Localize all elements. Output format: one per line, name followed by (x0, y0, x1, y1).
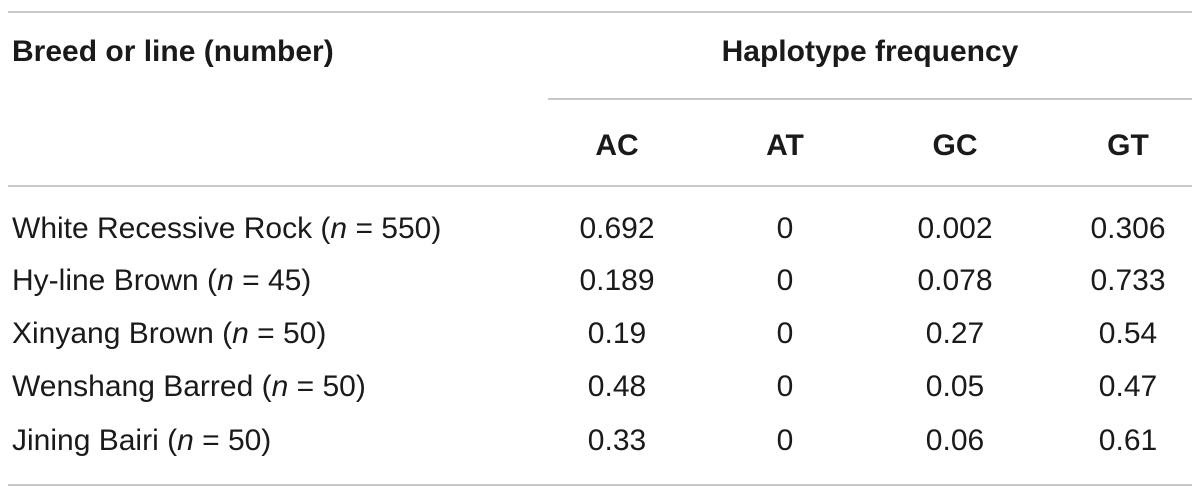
gt-value: 0.47 (1098, 370, 1158, 403)
sample-size-symbol: n (177, 424, 194, 457)
sample-size: = 45) (233, 264, 312, 297)
table-row: Hy-line Brown (n = 45) 0.189 0 0.078 0.7… (0, 263, 1200, 315)
gc-value: 0.06 (925, 424, 985, 457)
breed-name: Hy-line Brown ( (12, 264, 218, 297)
sample-size-symbol: n (271, 370, 289, 403)
ac-value: 0.19 (587, 317, 647, 350)
sample-size-symbol: n (232, 317, 249, 350)
at-value: 0 (776, 264, 794, 297)
table-top-rule (8, 11, 1192, 13)
breed-name: Xinyang Brown ( (12, 317, 233, 350)
breed-name-cell: Jining Bairi (n = 50) (12, 423, 271, 459)
column-header-at: AT (766, 129, 804, 162)
at-value: 0 (776, 212, 794, 245)
breed-name-cell: Wenshang Barred (n = 50) (12, 369, 366, 405)
sample-size-symbol: n (217, 264, 234, 297)
gt-value: 0.733 (1090, 264, 1166, 297)
gc-value: 0.002 (917, 212, 993, 245)
ac-value: 0.189 (579, 264, 655, 297)
at-value: 0 (776, 424, 794, 457)
column-header-gt: GT (1107, 129, 1149, 162)
breed-name-cell: Xinyang Brown (n = 50) (12, 316, 326, 352)
sample-size: = 50) (288, 370, 366, 403)
haplotype-frequency-header: Haplotype frequency (721, 35, 1019, 68)
ac-value: 0.692 (579, 212, 655, 245)
breed-name-cell: Hy-line Brown (n = 45) (12, 263, 311, 299)
column-header-ac: AC (595, 129, 639, 162)
gc-value: 0.078 (917, 264, 993, 297)
sample-size: = 50) (193, 424, 272, 457)
gt-value: 0.54 (1098, 317, 1158, 350)
gc-value: 0.27 (925, 317, 985, 350)
frequency-subheader-rule (548, 98, 1192, 100)
at-value: 0 (776, 370, 794, 403)
breed-name: Wenshang Barred ( (12, 370, 272, 403)
table-row: Wenshang Barred (n = 50) 0.48 0 0.05 0.4… (0, 369, 1200, 421)
sample-size-symbol: n (330, 212, 348, 245)
table-row: Jining Bairi (n = 50) 0.33 0 0.06 0.61 (0, 423, 1200, 475)
breed-column-header: Breed or line (number) (12, 35, 334, 68)
gc-value: 0.05 (925, 370, 985, 403)
column-header-gc: GC (932, 129, 978, 162)
table-bottom-rule (8, 484, 1192, 486)
ac-value: 0.48 (587, 370, 647, 403)
sample-size: = 550) (347, 212, 442, 245)
sample-size: = 50) (248, 317, 327, 350)
ac-value: 0.33 (587, 424, 647, 457)
breed-name: Jining Bairi ( (12, 424, 178, 457)
breed-name: White Recessive Rock ( (12, 212, 331, 245)
gt-value: 0.61 (1098, 424, 1158, 457)
at-value: 0 (776, 317, 794, 350)
header-bottom-rule (8, 185, 1192, 187)
table-row: Xinyang Brown (n = 50) 0.19 0 0.27 0.54 (0, 316, 1200, 368)
gt-value: 0.306 (1090, 212, 1166, 245)
breed-name-cell: White Recessive Rock (n = 550) (12, 211, 441, 247)
table-row: White Recessive Rock (n = 550) 0.692 0 0… (0, 211, 1200, 263)
